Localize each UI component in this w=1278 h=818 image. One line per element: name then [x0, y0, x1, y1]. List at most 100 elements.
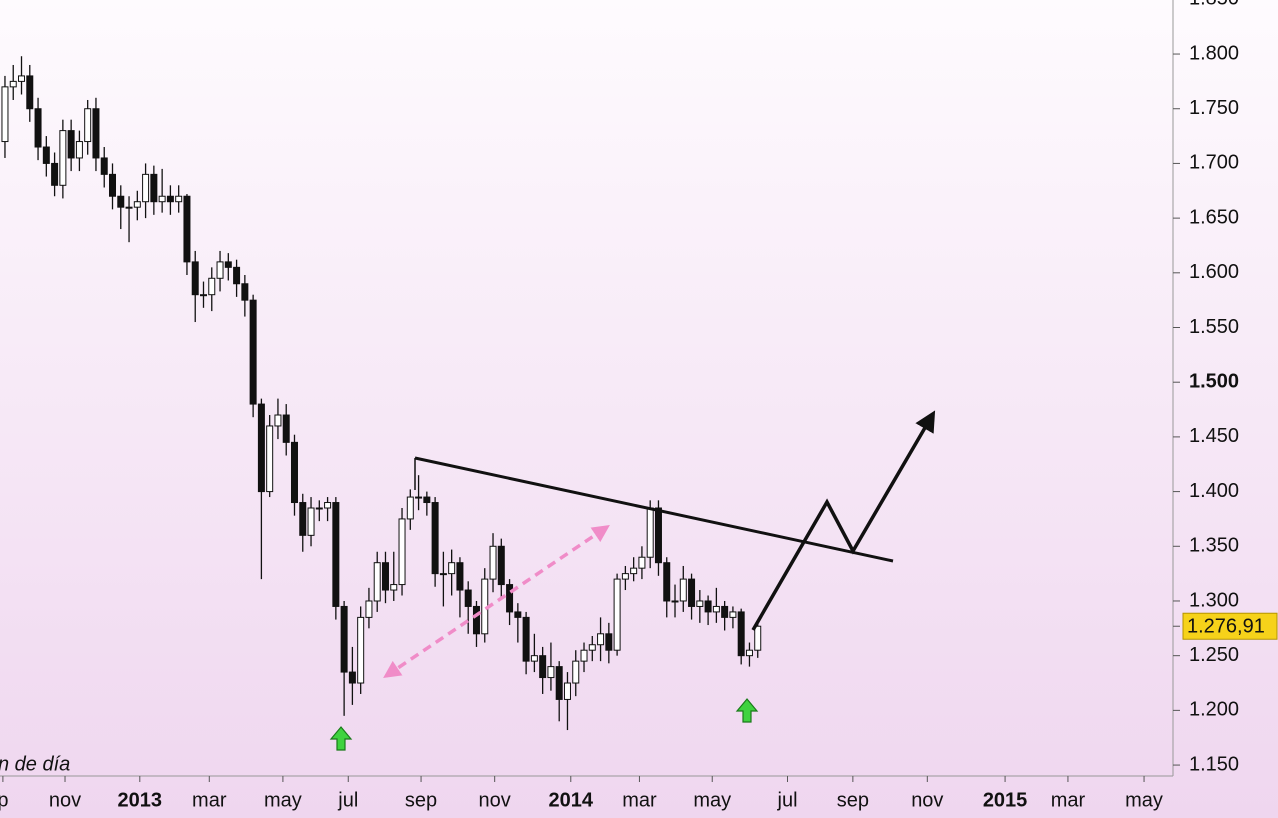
candle-body: [18, 75, 26, 82]
candle-body: [729, 611, 737, 618]
candle-body: [142, 173, 150, 203]
y-tick-label: 1.650: [1189, 206, 1239, 228]
candle-body: [84, 108, 92, 143]
candle-body: [597, 633, 605, 646]
candle-body: [26, 75, 34, 110]
candle-body: [448, 562, 456, 575]
candle-body: [299, 502, 307, 536]
candle-body: [456, 562, 464, 591]
candle-body: [183, 195, 191, 263]
candle-body: [605, 633, 613, 651]
candle-body: [745, 649, 753, 657]
candle-body: [191, 261, 199, 296]
x-tick-label: nov: [911, 789, 943, 811]
candle-body: [233, 266, 241, 285]
candle-body: [249, 299, 257, 405]
candle-body: [489, 545, 497, 580]
candle-body: [431, 502, 439, 575]
candle-body: [266, 425, 274, 493]
candle-body: [415, 496, 423, 499]
candle-body: [92, 108, 100, 159]
candle-body: [737, 611, 745, 657]
candle-body: [654, 507, 662, 564]
candle-body: [125, 206, 133, 209]
candle-body: [522, 616, 530, 662]
y-tick-label: 1.600: [1189, 261, 1239, 283]
candle-body: [166, 195, 174, 203]
candle-body: [539, 655, 547, 679]
y-tick-label: 1.300: [1189, 589, 1239, 611]
y-tick-label: 1.150: [1189, 753, 1239, 775]
x-tick-label: sep: [405, 789, 437, 811]
candle-body: [315, 507, 323, 510]
x-tick-label: 2013: [118, 789, 163, 811]
x-tick-label: p: [0, 789, 8, 811]
last-price-box: [1182, 612, 1278, 640]
candle-body: [175, 195, 183, 203]
x-tick-label: nov: [49, 789, 81, 811]
x-tick-label: 2014: [549, 789, 594, 811]
candle-body: [332, 502, 340, 607]
y-tick-label: 1.250: [1189, 644, 1239, 666]
candle-body: [530, 655, 538, 662]
y-tick-label: 1.350: [1189, 535, 1239, 557]
candle-body: [51, 162, 59, 186]
candle-body: [721, 605, 729, 618]
candle-body: [208, 277, 216, 296]
x-tick-label: nov: [479, 789, 511, 811]
candle-body: [9, 80, 17, 88]
candle-body: [100, 157, 108, 175]
candle-body: [646, 507, 654, 558]
candle-body: [216, 261, 224, 279]
candle-body: [613, 578, 621, 651]
candle-body: [588, 644, 596, 651]
candle-body: [290, 441, 298, 504]
candle-body: [257, 403, 265, 493]
candle-body: [241, 283, 249, 301]
candle-body: [274, 414, 282, 427]
candle-body: [671, 600, 679, 603]
up-arrow-signal: [329, 726, 353, 751]
candle-body: [348, 671, 356, 684]
candle-body: [34, 108, 42, 148]
up-arrow-signal: [735, 698, 759, 723]
candle-body: [696, 600, 704, 607]
x-tick-label: mar: [1051, 789, 1086, 811]
candle-body: [158, 195, 166, 203]
x-tick-label: may: [693, 789, 731, 811]
candle-body: [75, 141, 83, 159]
candle-body: [365, 600, 373, 618]
candle-body: [547, 666, 555, 679]
candle-body: [307, 507, 315, 536]
x-tick-label: 2015: [983, 789, 1028, 811]
candle-body: [514, 611, 522, 618]
annotation: n de día: [0, 753, 70, 775]
candle-body: [439, 573, 447, 576]
candle-body: [67, 130, 75, 159]
candle-body: [630, 567, 638, 575]
candle-body: [497, 545, 505, 586]
candle-body: [42, 146, 50, 164]
candle-body: [59, 130, 67, 186]
y-tick-label: 1.850: [1189, 0, 1239, 10]
y-tick-label: 1.800: [1189, 42, 1239, 64]
candle-body: [133, 201, 141, 208]
y-tick-label: 1.200: [1189, 699, 1239, 721]
candle-body: [464, 589, 472, 607]
candle-body: [754, 625, 762, 651]
x-tick-label: jul: [337, 789, 358, 811]
candle-body: [390, 584, 398, 591]
candle-body: [679, 578, 687, 602]
candle-body: [117, 195, 125, 208]
candle-body: [406, 496, 414, 520]
trend-line: [414, 456, 894, 563]
candle-body: [621, 573, 629, 580]
candle-body: [199, 294, 207, 297]
y-tick-label: 1.550: [1189, 316, 1239, 338]
candle-body: [688, 578, 696, 607]
last-price-label: 1.276,91: [1187, 616, 1265, 638]
candle-body: [555, 666, 563, 700]
y-tick-label: 1.500: [1189, 370, 1239, 392]
y-tick-label: 1.400: [1189, 480, 1239, 502]
